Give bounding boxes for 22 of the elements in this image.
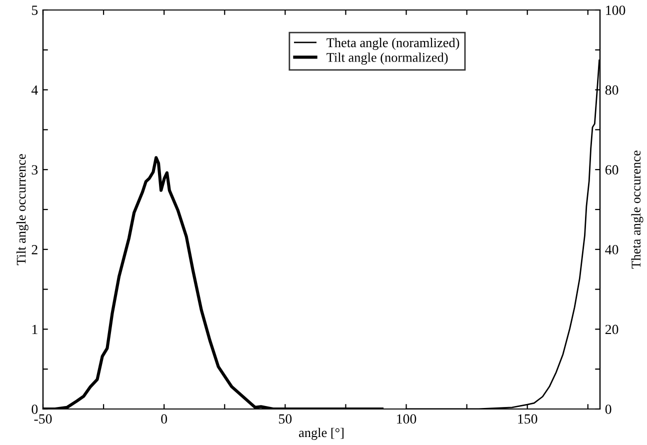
- y-tick-label: 5: [32, 6, 38, 15]
- y-tick-label: 2: [32, 245, 38, 254]
- legend-label: Tilt angle (normalized): [326, 52, 448, 65]
- y2-tick-label: 40: [605, 244, 618, 254]
- x-tick-label: 150: [518, 414, 538, 424]
- y-tick-label: 3: [32, 165, 38, 175]
- x-tick-label: 0: [161, 414, 168, 424]
- y-tick-label: 1: [32, 324, 38, 334]
- x-axis-title: angle [°]: [298, 428, 344, 440]
- x-tick-label: 100: [397, 414, 416, 424]
- x-tick-label: 50: [279, 414, 292, 424]
- legend-label: Theta angle (noramlized): [326, 38, 460, 50]
- y2-tick-label: 80: [605, 85, 618, 95]
- x-tick-label: -50: [34, 414, 52, 424]
- y2-tick-label: 100: [606, 6, 626, 15]
- y2-tick-label: 60: [605, 165, 618, 175]
- y-tick-label: 0: [32, 404, 38, 414]
- y-tick-label: 4: [31, 85, 38, 95]
- y2-axis-title: Theta angle occurence: [631, 150, 644, 269]
- y2-tick-label: 20: [605, 324, 618, 334]
- y2-tick-label: 0: [605, 404, 612, 414]
- y-axis-title: Tilt angle occurrence: [16, 154, 28, 266]
